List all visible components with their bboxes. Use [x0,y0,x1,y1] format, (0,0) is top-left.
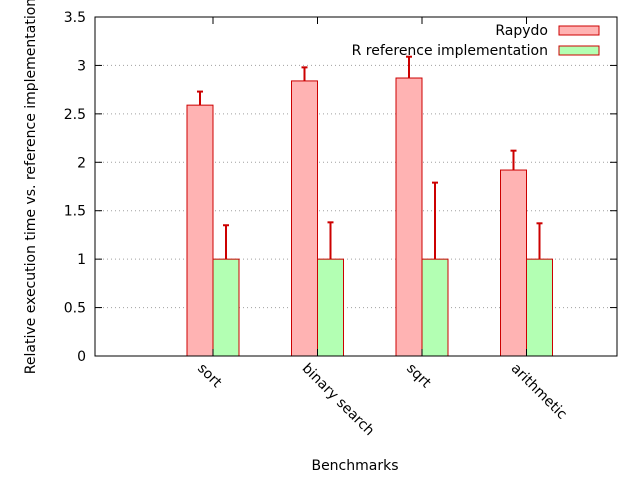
error-bars [197,55,543,260]
x-tick-label: arithmetic [508,361,570,423]
bar-reference [421,258,449,357]
y-axis-ticks: 0 0.5 1 1.5 2 2.5 3 3.5 [64,10,617,365]
y-tick-label: 1.5 [64,204,86,220]
y-tick-label: 3 [77,58,86,74]
x-tick-label: sort [194,361,225,392]
x-tick-label: sqrt [403,361,434,392]
legend-swatch [558,25,600,36]
x-axis-label: Benchmarks [311,458,398,474]
legend-label: Rapydo [495,23,548,39]
y-tick-label: 3.5 [64,10,86,26]
y-tick-label: 2.5 [64,107,86,123]
x-tick-label: binary search [299,361,378,440]
bar-reference [317,258,344,357]
y-tick-label: 2 [77,155,86,171]
legend-label: R reference implementation [352,43,548,59]
bar-rapydo [186,104,214,357]
bar-rapydo [291,80,318,357]
legend: Rapydo R reference implementation [352,23,600,59]
y-tick-label: 0.5 [64,301,86,317]
bar-rapydo [500,169,527,357]
bar-reference [212,258,240,357]
bar-reference [526,258,553,357]
bar-rapydo [395,77,423,357]
grid-lines [95,64,617,309]
bars [186,77,553,357]
y-tick-label: 1 [77,252,86,268]
legend-swatch [558,45,600,56]
y-axis-label: Relative execution time vs. reference im… [23,0,39,374]
plot-frame [94,16,618,357]
y-tick-label: 0 [77,349,86,365]
